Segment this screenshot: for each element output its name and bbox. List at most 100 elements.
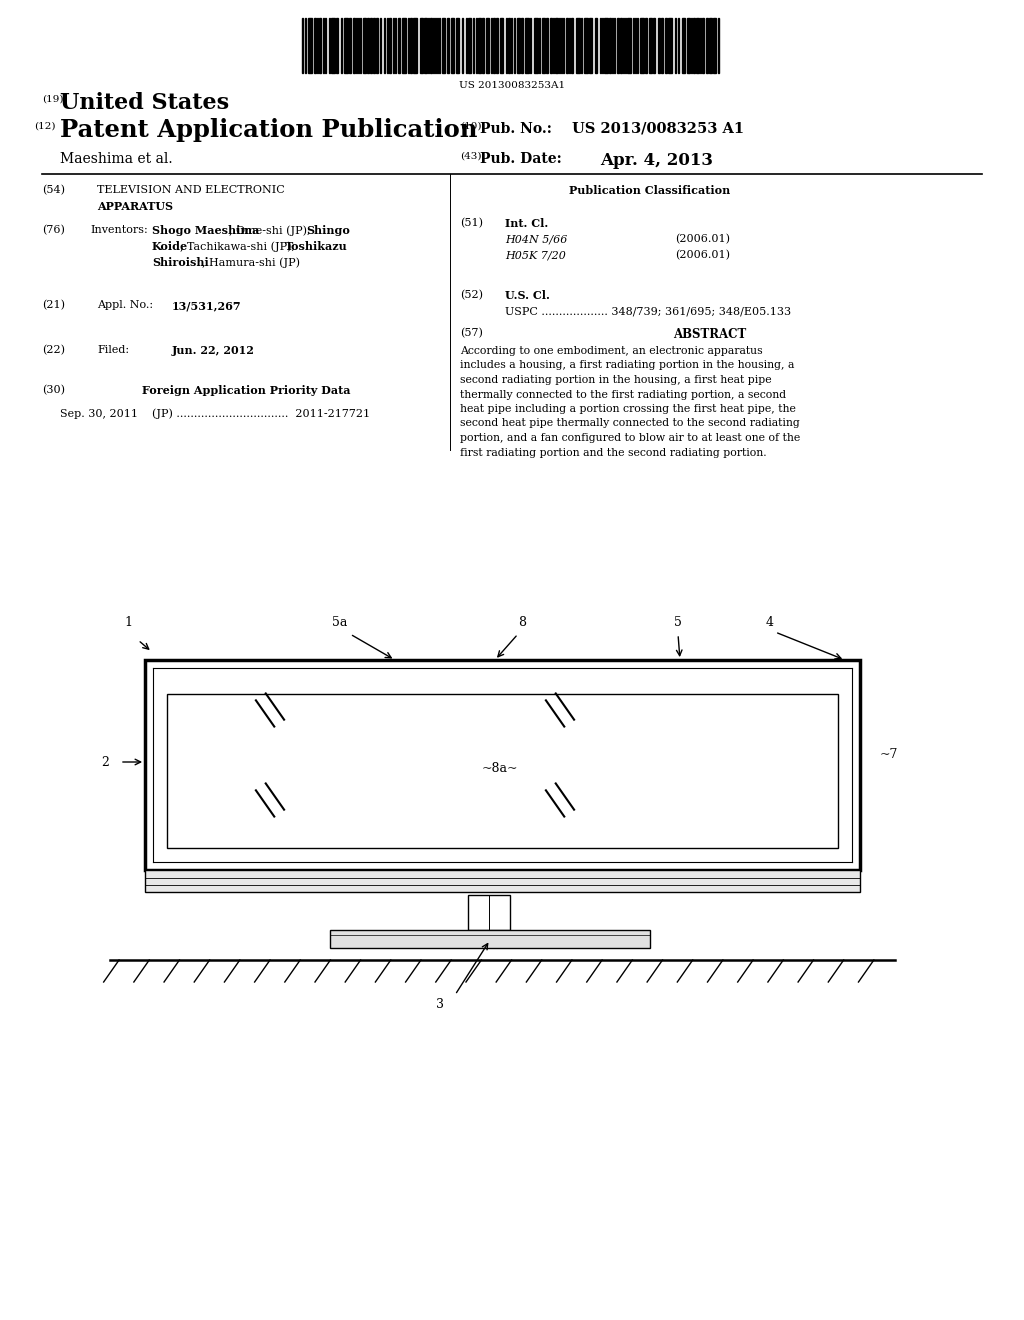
Bar [649, 18, 652, 73]
Bar [550, 18, 552, 73]
Text: Shingo: Shingo [306, 224, 349, 236]
Text: Sep. 30, 2011    (JP) ................................  2011-217721: Sep. 30, 2011 (JP) .....................… [60, 408, 370, 418]
Text: (19): (19) [42, 95, 63, 104]
Text: APPARATUS: APPARATUS [97, 201, 173, 213]
Bar [508, 18, 510, 73]
Text: USPC ................... 348/739; 361/695; 348/E05.133: USPC ................... 348/739; 361/69… [505, 306, 792, 315]
Text: , Hamura-shi (JP): , Hamura-shi (JP) [202, 257, 299, 268]
Bar [584, 18, 588, 73]
Text: According to one embodiment, an electronic apparatus: According to one embodiment, an electron… [460, 346, 763, 356]
Bar [344, 18, 348, 73]
Text: Shiroishi: Shiroishi [152, 257, 209, 268]
Text: TELEVISION AND ELECTRONIC: TELEVISION AND ELECTRONIC [97, 185, 285, 195]
Bar [430, 18, 432, 73]
Bar [330, 931, 650, 948]
Bar [468, 18, 471, 73]
Text: Pub. Date:: Pub. Date: [480, 152, 562, 166]
Text: (2006.01): (2006.01) [675, 234, 730, 244]
Text: Shogo Maeshima: Shogo Maeshima [152, 224, 259, 236]
Text: , Ome-shi (JP);: , Ome-shi (JP); [229, 224, 314, 235]
Text: (21): (21) [42, 300, 65, 310]
Text: ABSTRACT: ABSTRACT [674, 327, 746, 341]
Bar [693, 18, 695, 73]
Bar [534, 18, 538, 73]
Bar [627, 18, 631, 73]
Bar [167, 694, 838, 847]
Bar [575, 18, 580, 73]
Bar [349, 18, 351, 73]
Text: Int. Cl.: Int. Cl. [505, 218, 548, 228]
Bar [456, 18, 459, 73]
Text: H04N 5/66: H04N 5/66 [505, 234, 567, 244]
Bar [413, 18, 417, 73]
Bar [496, 18, 498, 73]
Bar [555, 18, 558, 73]
Text: Toshikazu: Toshikazu [285, 242, 348, 252]
Bar [640, 18, 644, 73]
Bar [589, 18, 592, 73]
Text: (76): (76) [42, 224, 65, 235]
Text: (52): (52) [460, 290, 483, 301]
Bar [424, 18, 427, 73]
Bar [447, 18, 449, 73]
Text: (57): (57) [460, 327, 483, 338]
Bar [468, 895, 510, 931]
Text: (22): (22) [42, 345, 65, 355]
Bar [571, 18, 573, 73]
Bar [370, 18, 372, 73]
Text: Apr. 4, 2013: Apr. 4, 2013 [600, 152, 713, 169]
Bar [706, 18, 708, 73]
Text: 8: 8 [518, 615, 526, 628]
Bar [662, 18, 663, 73]
Bar [367, 18, 369, 73]
Text: U.S. Cl.: U.S. Cl. [505, 290, 550, 301]
Bar [420, 18, 423, 73]
Text: 1: 1 [124, 615, 132, 628]
Text: (12): (12) [34, 121, 55, 131]
Bar [542, 18, 545, 73]
Text: (54): (54) [42, 185, 65, 195]
Text: second heat pipe thermally connected to the second radiating: second heat pipe thermally connected to … [460, 418, 800, 429]
Bar [604, 18, 608, 73]
Text: (30): (30) [42, 385, 65, 395]
Text: 5a: 5a [333, 615, 348, 628]
Text: Foreign Application Priority Data: Foreign Application Priority Data [141, 385, 350, 396]
Bar [493, 18, 495, 73]
Bar [566, 18, 568, 73]
Text: Maeshima et al.: Maeshima et al. [60, 152, 173, 166]
Text: Inventors:: Inventors: [90, 224, 147, 235]
Bar [609, 18, 611, 73]
Bar [482, 18, 484, 73]
Text: Koide: Koide [152, 242, 188, 252]
Bar [331, 18, 335, 73]
Text: Publication Classification: Publication Classification [569, 185, 731, 195]
Bar [653, 18, 655, 73]
Text: Patent Application Publication: Patent Application Publication [60, 117, 477, 143]
Bar [402, 18, 406, 73]
Text: (10): (10) [460, 121, 481, 131]
Bar [451, 18, 454, 73]
Text: 13/531,267: 13/531,267 [172, 300, 242, 312]
Text: ~7: ~7 [880, 748, 898, 762]
Bar [478, 18, 481, 73]
Bar [595, 18, 597, 73]
Bar [658, 18, 660, 73]
Bar [373, 18, 375, 73]
Bar [517, 18, 520, 73]
Bar [308, 18, 312, 73]
Bar [713, 18, 716, 73]
Text: (43): (43) [460, 152, 481, 161]
Bar [500, 18, 503, 73]
Text: H05K 7/20: H05K 7/20 [505, 249, 566, 260]
Text: Jun. 22, 2012: Jun. 22, 2012 [172, 345, 255, 356]
Text: 4: 4 [766, 615, 774, 628]
Bar [389, 18, 391, 73]
Bar [617, 18, 618, 73]
Bar [376, 18, 378, 73]
Text: US 20130083253A1: US 20130083253A1 [459, 81, 565, 90]
Bar [486, 18, 489, 73]
Text: 3: 3 [436, 998, 444, 1011]
Text: thermally connected to the first radiating portion, a second: thermally connected to the first radiati… [460, 389, 786, 400]
Bar [398, 18, 400, 73]
Bar [525, 18, 529, 73]
